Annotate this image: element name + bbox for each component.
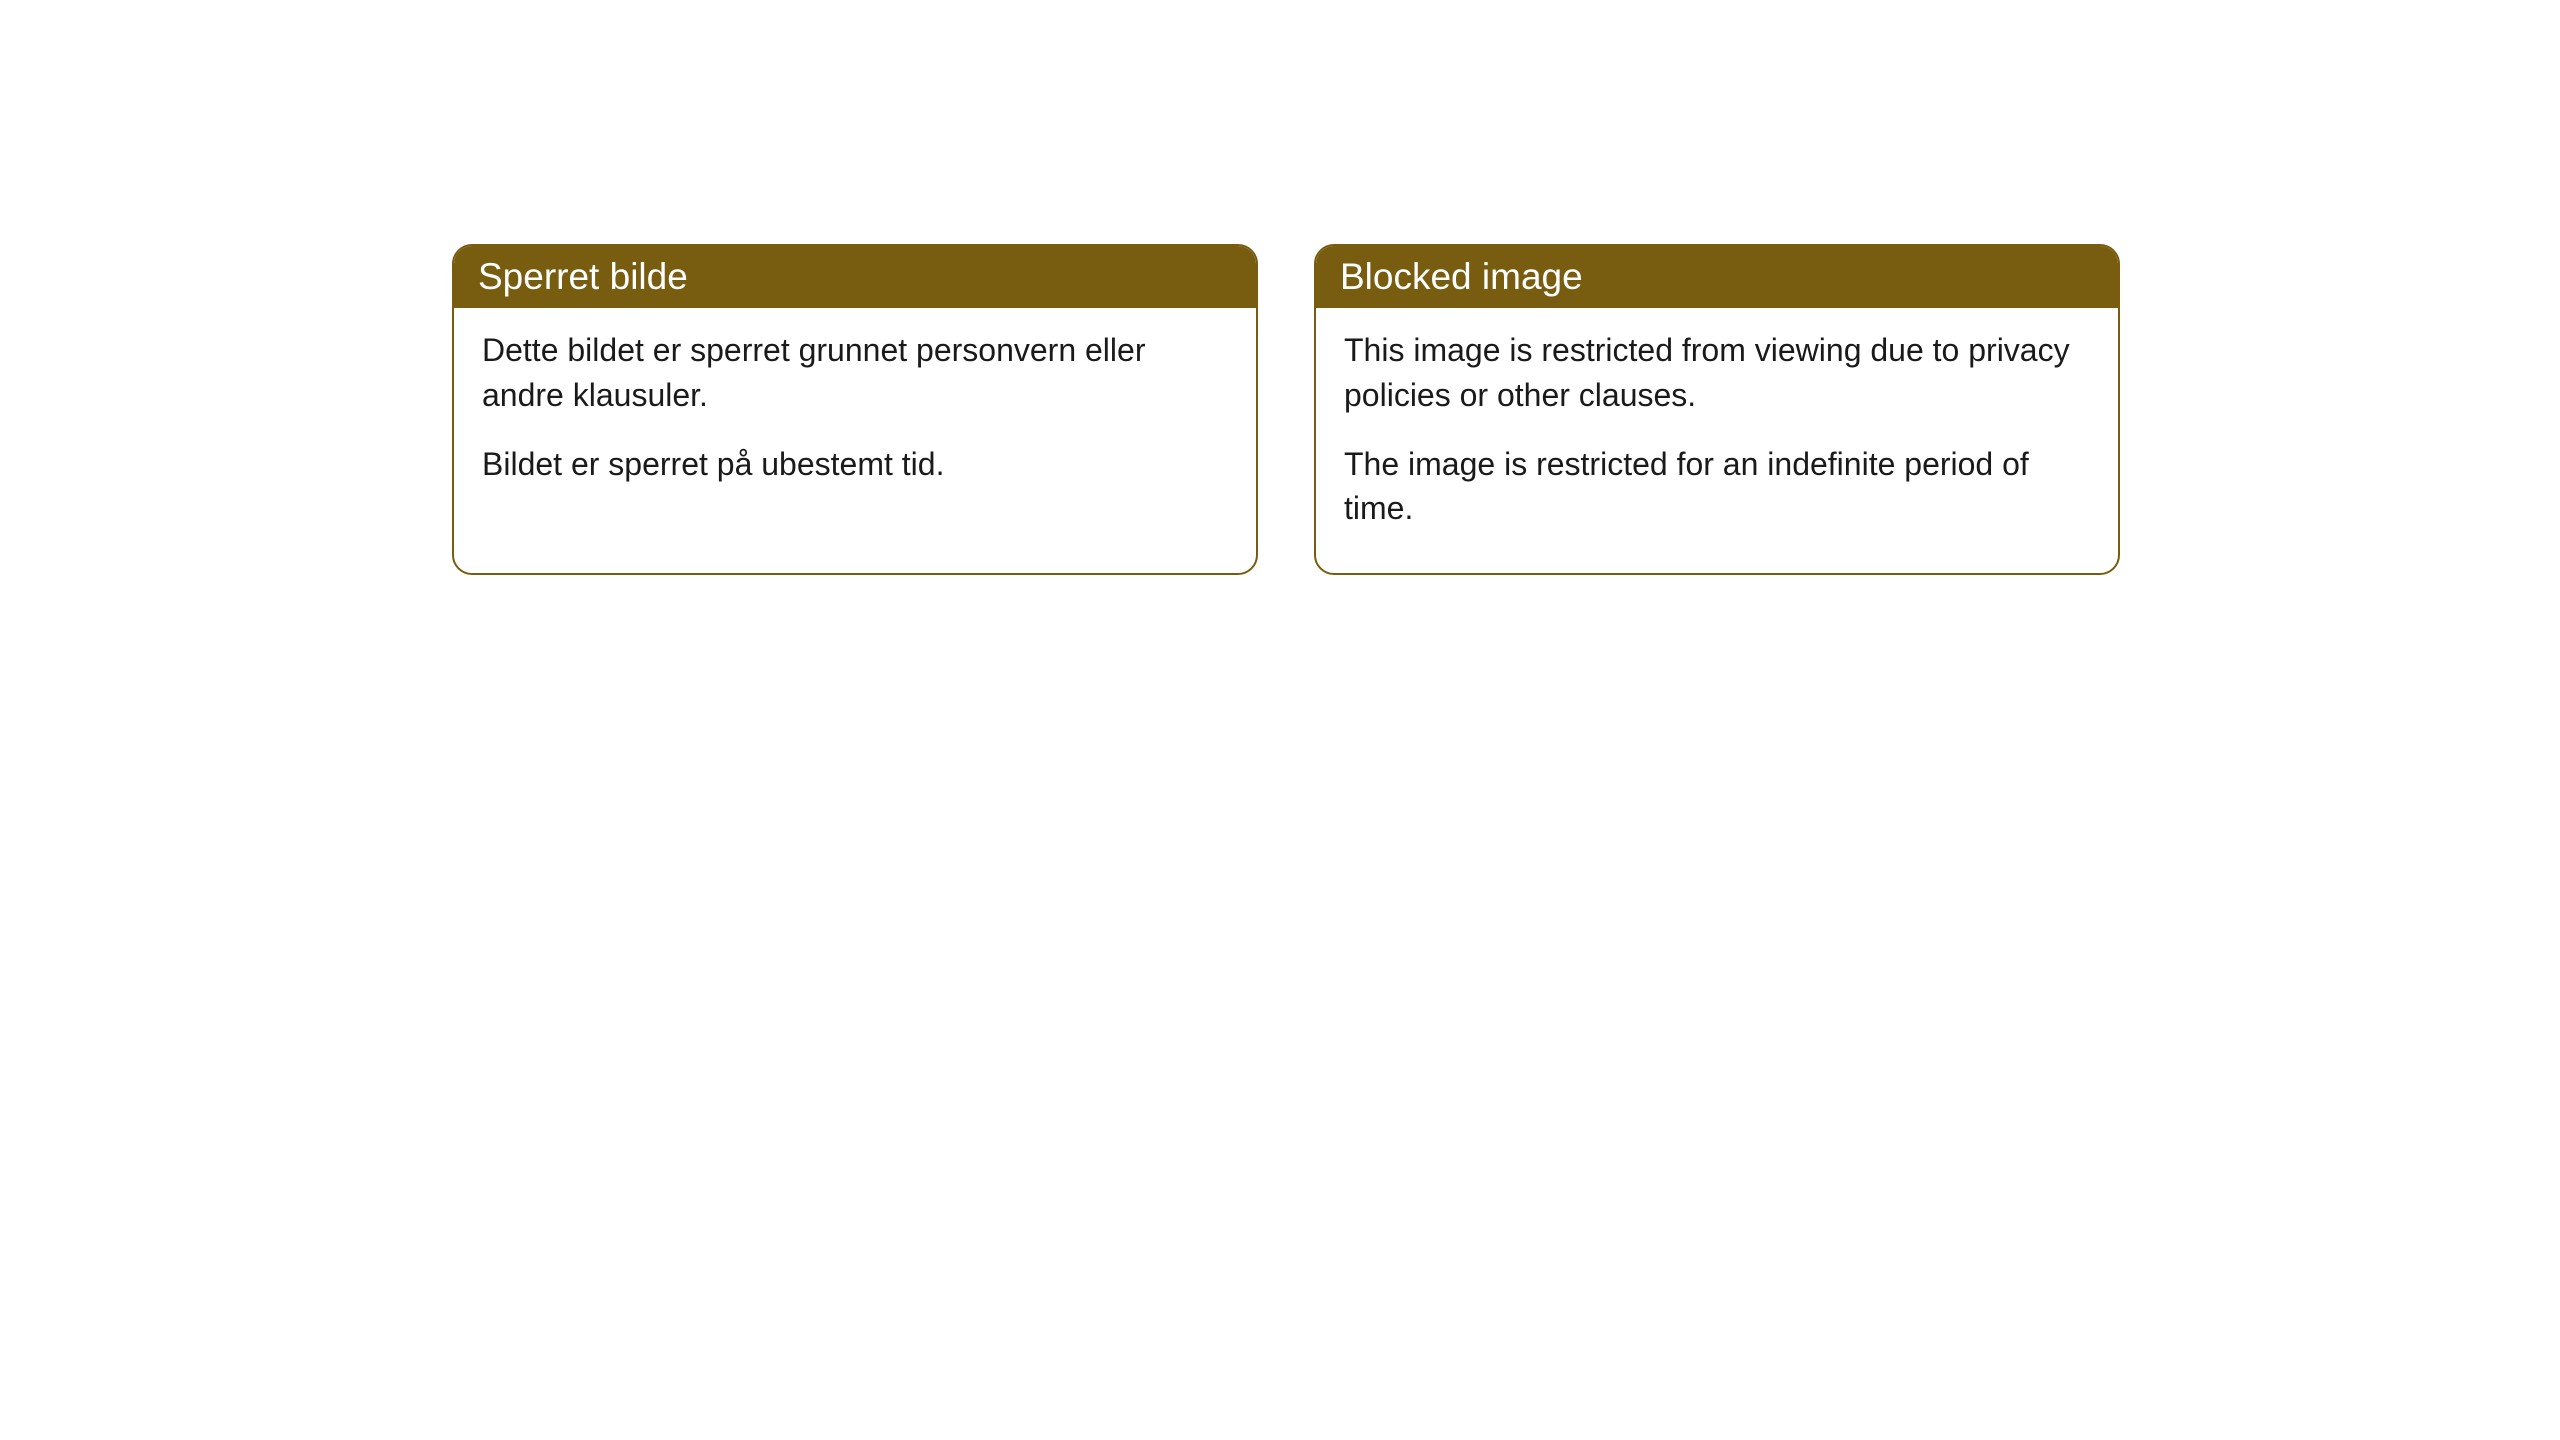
- card-text-english-1: This image is restricted from viewing du…: [1344, 328, 2090, 418]
- card-text-norwegian-1: Dette bildet er sperret grunnet personve…: [482, 328, 1228, 418]
- card-text-norwegian-2: Bildet er sperret på ubestemt tid.: [482, 442, 1228, 487]
- card-body-english: This image is restricted from viewing du…: [1316, 308, 2118, 573]
- card-header-english: Blocked image: [1316, 246, 2118, 308]
- notice-container: Sperret bilde Dette bildet er sperret gr…: [452, 244, 2120, 575]
- notice-card-norwegian: Sperret bilde Dette bildet er sperret gr…: [452, 244, 1258, 575]
- card-header-norwegian: Sperret bilde: [454, 246, 1256, 308]
- card-text-english-2: The image is restricted for an indefinit…: [1344, 442, 2090, 532]
- card-body-norwegian: Dette bildet er sperret grunnet personve…: [454, 308, 1256, 528]
- notice-card-english: Blocked image This image is restricted f…: [1314, 244, 2120, 575]
